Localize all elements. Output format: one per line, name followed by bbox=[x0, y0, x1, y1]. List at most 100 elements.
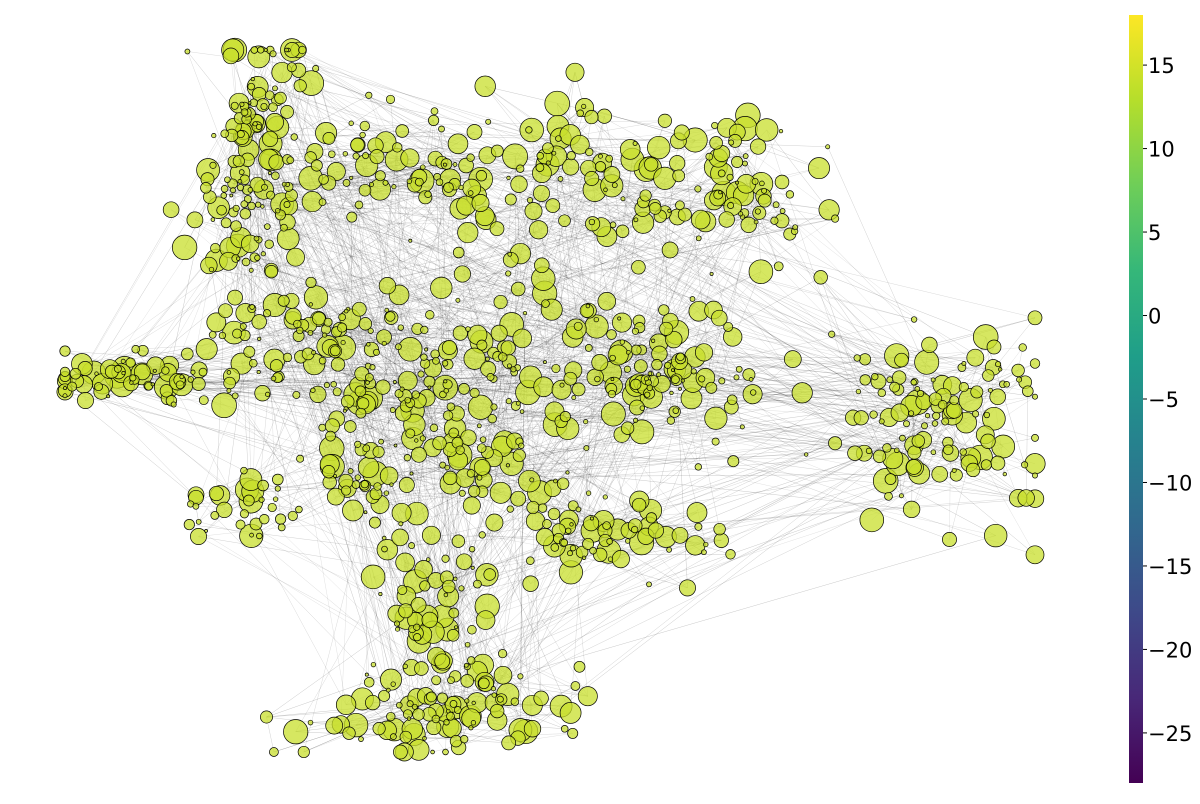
graph-node bbox=[231, 392, 239, 400]
graph-node bbox=[432, 356, 440, 365]
graph-node bbox=[647, 371, 653, 376]
graph-node bbox=[658, 304, 670, 316]
graph-node bbox=[759, 180, 765, 187]
graph-node bbox=[695, 235, 702, 242]
graph-node bbox=[420, 353, 428, 361]
graph-node bbox=[750, 138, 767, 155]
graph-node bbox=[232, 155, 245, 168]
graph-node bbox=[632, 141, 638, 146]
graph-node bbox=[373, 348, 380, 356]
graph-node bbox=[466, 153, 475, 162]
graph-node bbox=[296, 454, 305, 463]
graph-node bbox=[258, 496, 265, 503]
graph-node bbox=[1017, 489, 1035, 507]
graph-node bbox=[395, 626, 400, 632]
graph-node bbox=[565, 62, 585, 82]
graph-node bbox=[689, 296, 696, 302]
graph-node bbox=[427, 385, 432, 390]
graph-node bbox=[651, 359, 663, 371]
graph-node bbox=[428, 114, 440, 126]
graph-node bbox=[698, 375, 706, 383]
graph-node bbox=[448, 427, 459, 439]
graph-node bbox=[584, 171, 600, 186]
graph-node bbox=[971, 410, 980, 418]
graph-node bbox=[458, 585, 465, 592]
graph-node bbox=[360, 480, 369, 489]
graph-node bbox=[808, 157, 830, 180]
graph-node bbox=[602, 494, 608, 500]
graph-node bbox=[159, 384, 174, 398]
graph-node bbox=[631, 327, 639, 335]
graph-node bbox=[448, 607, 460, 619]
graph-node bbox=[232, 204, 240, 212]
graph-node bbox=[479, 436, 487, 443]
graph-node bbox=[249, 304, 255, 310]
graph-node bbox=[268, 102, 278, 112]
graph-node bbox=[382, 179, 389, 186]
graph-node bbox=[490, 324, 508, 342]
graph-node bbox=[961, 361, 967, 366]
graph-node bbox=[931, 420, 939, 427]
graph-node bbox=[270, 375, 277, 382]
graph-node bbox=[220, 217, 232, 229]
graph-node bbox=[324, 418, 340, 434]
graph-node bbox=[742, 160, 748, 167]
graph-node bbox=[248, 267, 254, 273]
graph-node bbox=[633, 417, 639, 423]
graph-node bbox=[518, 442, 525, 449]
graph-node bbox=[533, 184, 550, 202]
graph-node bbox=[460, 674, 474, 688]
graph-node bbox=[894, 352, 909, 368]
graph-node bbox=[392, 142, 403, 153]
graph-node bbox=[443, 719, 450, 726]
graph-node bbox=[505, 270, 512, 277]
graph-node bbox=[612, 312, 632, 333]
graph-node bbox=[526, 197, 534, 204]
graph-node bbox=[397, 324, 404, 331]
graph-node bbox=[438, 125, 445, 133]
graph-node bbox=[275, 208, 281, 214]
graph-node bbox=[965, 462, 981, 478]
graph-node bbox=[293, 319, 302, 329]
graph-node bbox=[665, 330, 683, 349]
graph-node bbox=[235, 519, 246, 530]
graph-node bbox=[672, 407, 680, 414]
graph-node bbox=[363, 677, 375, 688]
graph-node bbox=[410, 446, 427, 463]
graph-node bbox=[230, 187, 236, 194]
graph-node bbox=[218, 303, 233, 319]
graph-node bbox=[671, 526, 689, 544]
graph-node bbox=[230, 101, 239, 110]
colorbar-tick-label: −25 bbox=[1148, 722, 1192, 746]
graph-node bbox=[639, 189, 652, 202]
graph-node bbox=[831, 214, 840, 223]
graph-node bbox=[921, 422, 928, 430]
graph-node bbox=[198, 395, 209, 406]
graph-node bbox=[570, 681, 581, 691]
graph-node bbox=[284, 47, 289, 53]
graph-node bbox=[581, 555, 587, 560]
graph-node bbox=[593, 316, 599, 323]
graph-node bbox=[970, 385, 984, 399]
graph-node bbox=[251, 314, 267, 330]
graph-node bbox=[478, 677, 490, 690]
graph-node bbox=[396, 701, 403, 709]
graph-node bbox=[241, 257, 251, 267]
graph-node bbox=[365, 373, 374, 382]
graph-node bbox=[455, 297, 461, 303]
graph-node bbox=[458, 489, 466, 497]
graph-node bbox=[420, 325, 429, 335]
graph-node bbox=[645, 512, 657, 524]
graph-node bbox=[366, 342, 371, 347]
graph-node bbox=[779, 208, 786, 214]
graph-node bbox=[406, 716, 412, 721]
graph-node bbox=[190, 528, 207, 545]
graph-node bbox=[504, 193, 517, 206]
graph-node bbox=[512, 448, 526, 463]
graph-node bbox=[436, 692, 448, 704]
graph-node bbox=[828, 436, 843, 451]
graph-node bbox=[878, 418, 885, 425]
graph-node bbox=[739, 424, 745, 430]
graph-node bbox=[295, 505, 303, 514]
graph-node bbox=[853, 354, 861, 362]
